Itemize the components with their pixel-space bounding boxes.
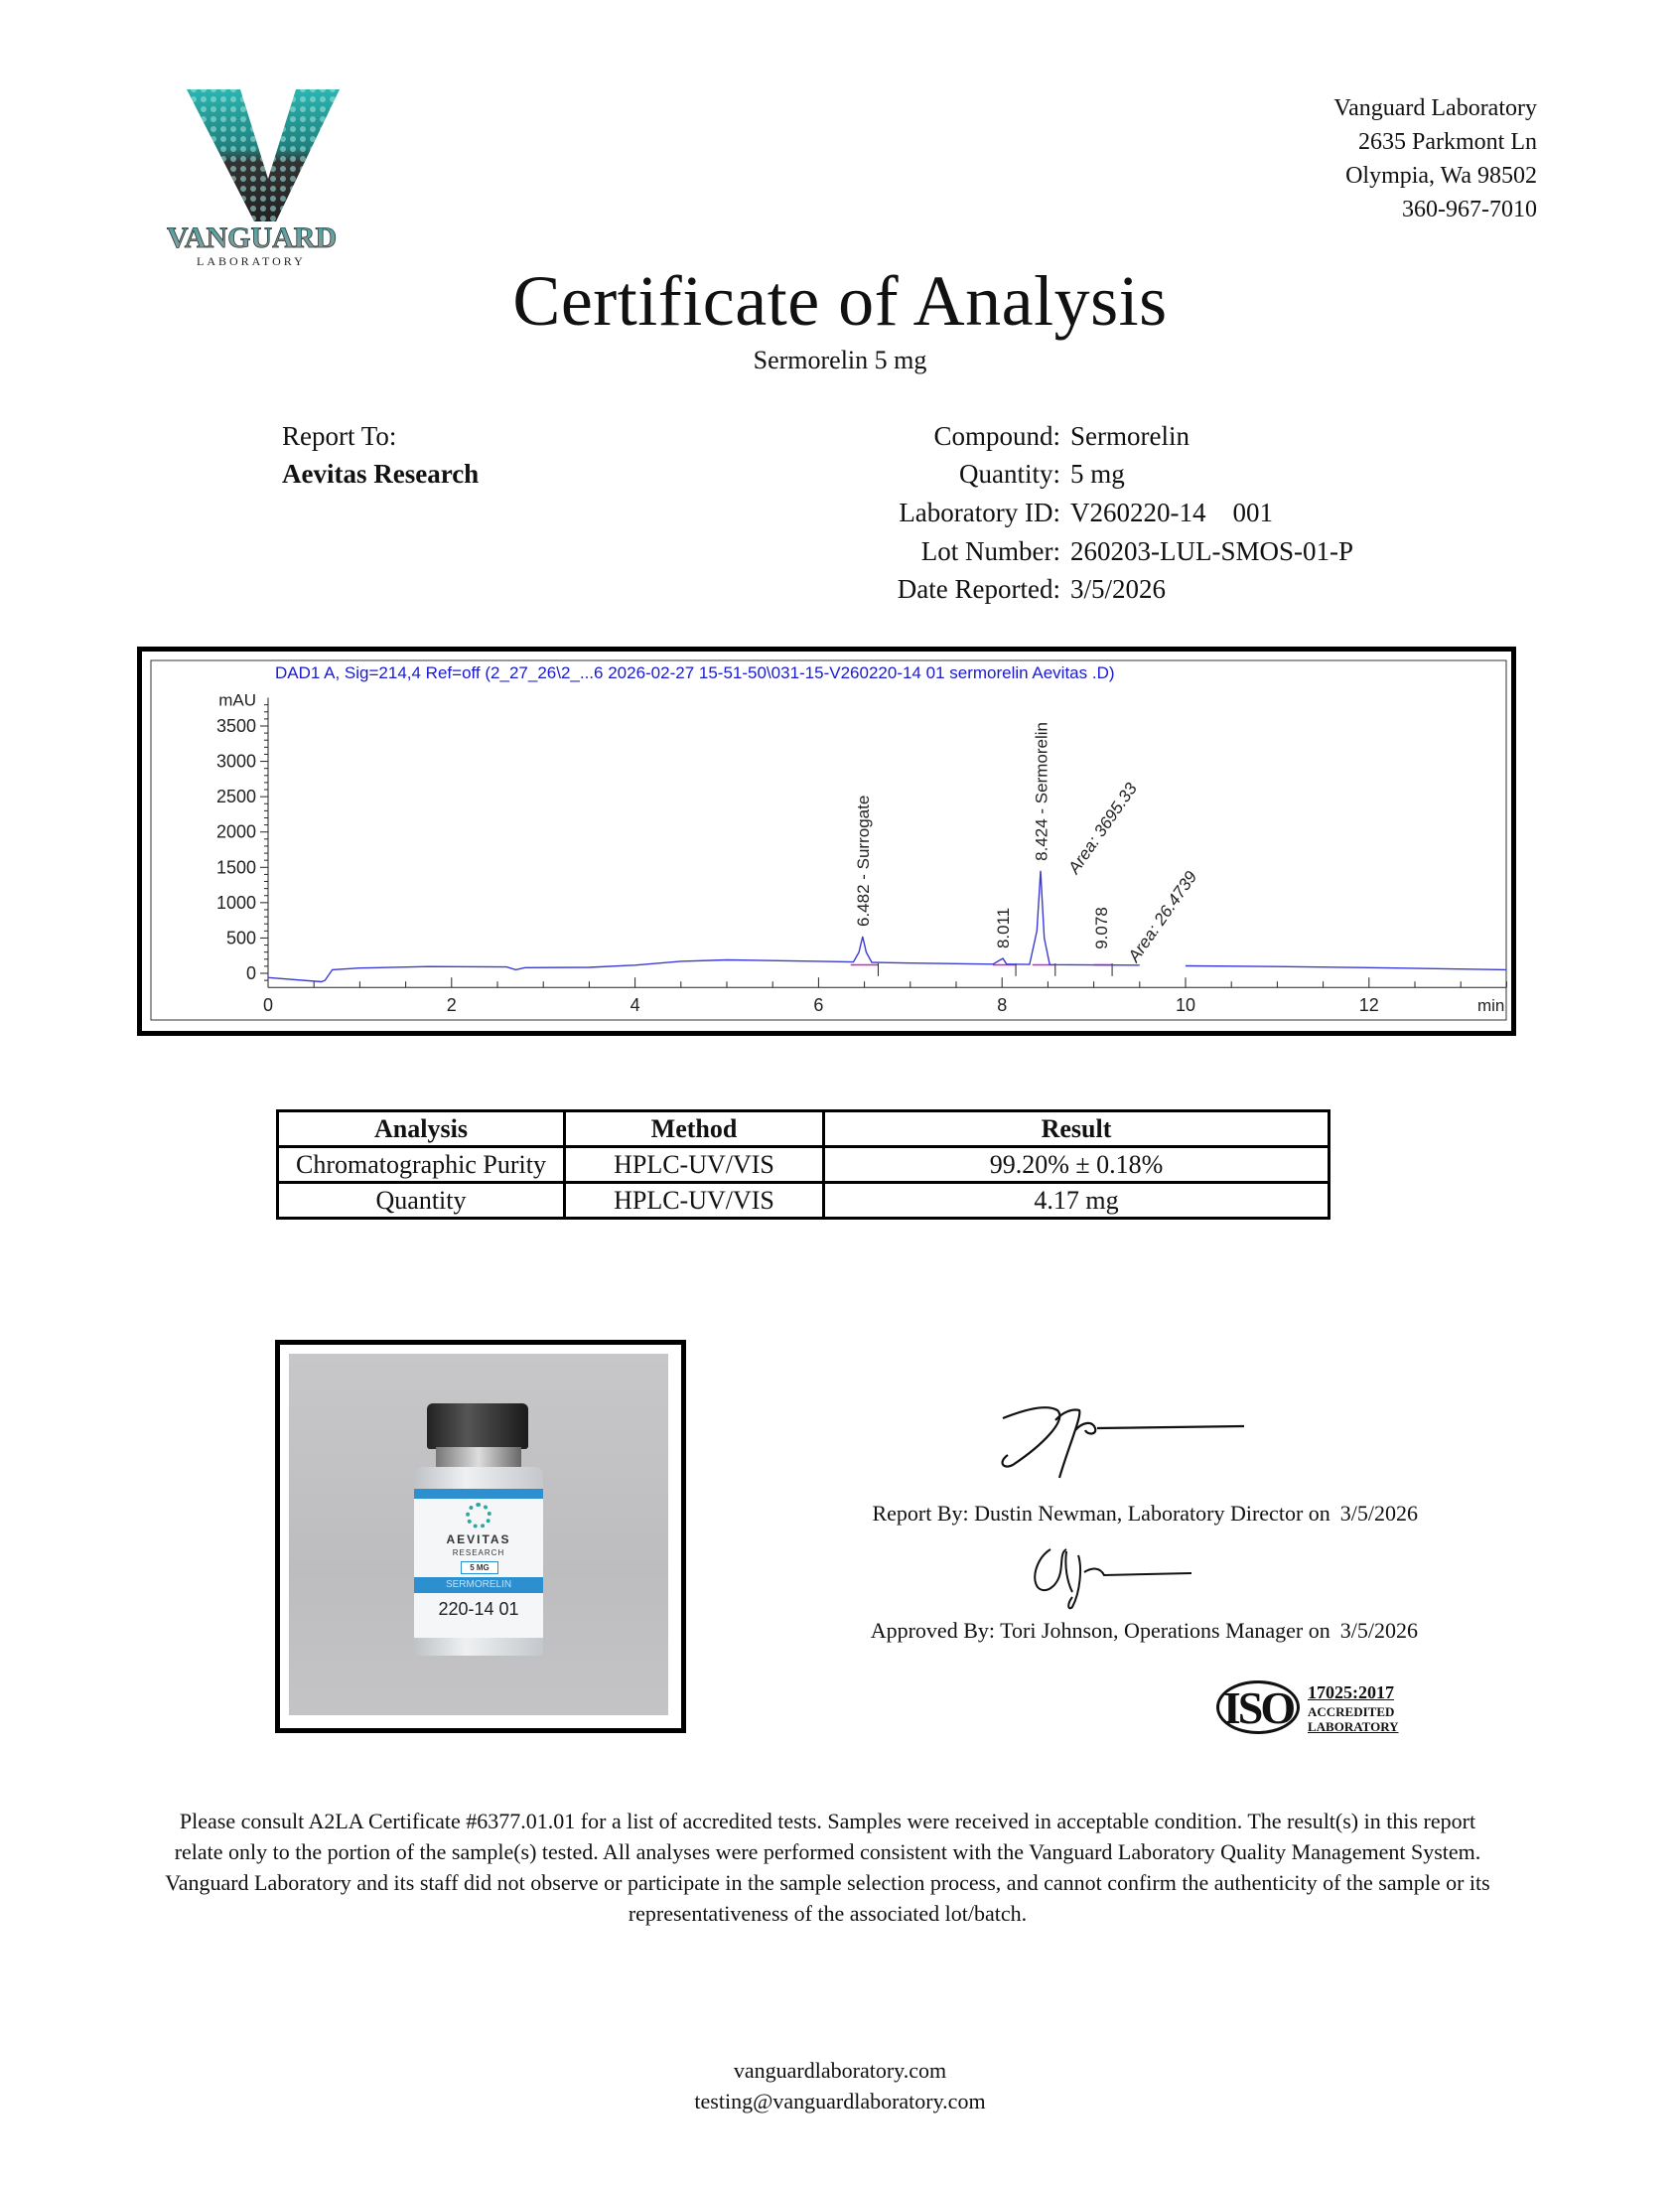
lab-name: Vanguard Laboratory	[1333, 95, 1537, 121]
aevitas-logo-icon	[466, 1503, 491, 1529]
lab-city: Olympia, Wa 98502	[1345, 163, 1537, 189]
iso-accredited: ACCREDITED	[1308, 1704, 1395, 1719]
approved-by-text: Approved By: Tori Johnson, Operations Ma…	[870, 1618, 1330, 1643]
y-tick-label: 3500	[216, 716, 256, 736]
method-cell: HPLC-UV/VIS	[563, 1145, 825, 1184]
y-tick-label: 1500	[216, 857, 256, 877]
lab-address: Vanguard Laboratory 2635 Parkmont Ln Oly…	[1333, 91, 1537, 226]
vial-brand-sub: RESEARCH	[452, 1548, 505, 1557]
table-row: Chromatographic Purity HPLC-UV/VIS 99.20…	[276, 1145, 1330, 1184]
results-table: Analysis Method Result Chromatographic P…	[276, 1109, 1330, 1220]
peak-label: 9.078	[1092, 907, 1111, 949]
y-tick-label: 2500	[216, 787, 256, 806]
report-to-name: Aevitas Research	[282, 459, 480, 489]
sample-photo-frame: AEVITAS RESEARCH 5 MG SERMORELIN 220-14 …	[275, 1340, 686, 1733]
chromatogram: DAD1 A, Sig=214,4 Ref=off (2_27_26\2_...…	[137, 647, 1516, 1036]
x-tick-label: 6	[813, 995, 823, 1015]
table-row: Quantity HPLC-UV/VIS 4.17 mg	[276, 1181, 1330, 1220]
header-method: Method	[563, 1109, 825, 1148]
y-axis-label: mAU	[218, 691, 256, 710]
x-tick-label: 4	[630, 995, 640, 1015]
result-cell: 4.17 mg	[822, 1181, 1330, 1220]
peak-label: 8.424 - Sermorelin	[1032, 722, 1050, 861]
peak-area-label: Area: 26.4739	[1124, 867, 1201, 966]
iso-globe-icon	[1216, 1680, 1300, 1734]
x-tick-label: 0	[263, 995, 273, 1015]
table-header-row: Analysis Method Result	[276, 1109, 1330, 1148]
x-tick-label: 2	[447, 995, 457, 1015]
lot-number-value: 260203-LUL-SMOS-01-P	[1070, 536, 1354, 566]
approved-by-line: Approved By: Tori Johnson, Operations Ma…	[871, 1618, 1418, 1644]
vial-cap	[427, 1403, 528, 1449]
sample-vial-photo: AEVITAS RESEARCH 5 MG SERMORELIN 220-14 …	[289, 1354, 668, 1715]
compound-label: Compound:	[933, 421, 1060, 451]
date-reported-value: 3/5/2026	[1070, 574, 1167, 604]
y-tick-label: 500	[226, 928, 256, 947]
vial-dose: 5 MG	[461, 1561, 498, 1574]
page-title: Certificate of Analysis	[512, 261, 1168, 341]
vanguard-logo: VANGUARD LABORATORY	[159, 84, 372, 268]
approved-by-date: 3/5/2026	[1339, 1618, 1418, 1643]
lab-street: 2635 Parkmont Ln	[1358, 129, 1537, 155]
quantity-value: 5 mg	[1070, 459, 1125, 489]
manager-signature-icon	[1034, 1548, 1192, 1610]
iso-laboratory: LABORATORY	[1308, 1719, 1399, 1734]
x-tick-label: 8	[997, 995, 1007, 1015]
sample-details: Compound: Sermorelin Quantity: 5 mg Labo…	[0, 421, 1680, 620]
header-analysis: Analysis	[276, 1109, 566, 1148]
x-axis-label: min	[1477, 996, 1504, 1015]
lab-id-value: V260220-14 001	[1070, 498, 1273, 527]
y-tick-label: 2000	[216, 822, 256, 842]
lab-phone: 360-967-7010	[1402, 197, 1537, 222]
page-subtitle: Sermorelin 5 mg	[753, 346, 927, 374]
chart-title: DAD1 A, Sig=214,4 Ref=off (2_27_26\2_...…	[275, 663, 1115, 682]
iso-text: ACCREDITED LABORATORY	[1308, 1704, 1399, 1734]
report-by-line: Report By: Dustin Newman, Laboratory Dir…	[872, 1501, 1418, 1527]
report-to-label: Report To:	[282, 421, 397, 451]
iso-accreditation-badge: ISO 17025:2017 ACCREDITED LABORATORY	[1216, 1678, 1425, 1740]
date-reported-label: Date Reported:	[897, 574, 1060, 604]
vial-brand: AEVITAS	[446, 1532, 511, 1546]
y-tick-label: 0	[246, 963, 256, 983]
svg-text:VANGUARD: VANGUARD	[167, 221, 337, 254]
method-cell: HPLC-UV/VIS	[563, 1181, 825, 1220]
chromatogram-trace-1	[267, 870, 1140, 983]
svg-text:LABORATORY: LABORATORY	[197, 254, 306, 268]
quantity-label: Quantity:	[959, 459, 1060, 489]
header-result: Result	[822, 1109, 1330, 1148]
peak-area-label: Area: 3695.33	[1064, 779, 1142, 878]
lot-number-label: Lot Number:	[920, 536, 1060, 566]
chromatogram-trace-2	[1185, 964, 1507, 971]
report-by-text: Report By: Dustin Newman, Laboratory Dir…	[872, 1501, 1330, 1526]
result-cell: 99.20% ± 0.18%	[822, 1145, 1330, 1184]
plot-frame	[150, 659, 1507, 1021]
vial-label: AEVITAS RESEARCH 5 MG SERMORELIN 220-14 …	[414, 1489, 543, 1638]
director-signature-icon	[1001, 1406, 1245, 1479]
analysis-cell: Quantity	[276, 1181, 566, 1220]
analysis-cell: Chromatographic Purity	[276, 1145, 566, 1184]
y-tick-label: 1000	[216, 893, 256, 913]
vial-neck	[436, 1447, 521, 1469]
vial-product: SERMORELIN	[414, 1577, 543, 1593]
website-link[interactable]: vanguardlaboratory.com	[733, 2058, 947, 2083]
iso-standard: 17025:2017	[1308, 1682, 1394, 1702]
disclaimer-text: Please consult A2LA Certificate #6377.01…	[165, 1809, 1490, 1926]
vanguard-v-logo-icon: VANGUARD LABORATORY	[167, 89, 340, 268]
compound-value: Sermorelin	[1070, 421, 1190, 451]
chromatogram-plot: DAD1 A, Sig=214,4 Ref=off (2_27_26\2_...…	[150, 659, 1507, 1021]
x-tick-label: 10	[1176, 995, 1195, 1015]
vial-body: AEVITAS RESEARCH 5 MG SERMORELIN 220-14 …	[414, 1467, 543, 1656]
email-link[interactable]: testing@vanguardlaboratory.com	[694, 2089, 986, 2113]
peak-label: 6.482 - Surrogate	[854, 796, 873, 927]
y-tick-label: 3000	[216, 752, 256, 772]
lab-id-label: Laboratory ID:	[899, 498, 1060, 527]
iso-mark: ISO	[1222, 1682, 1296, 1733]
x-tick-label: 12	[1359, 995, 1379, 1015]
report-by-date: 3/5/2026	[1339, 1501, 1418, 1526]
vial-id: 220-14 01	[438, 1599, 519, 1619]
peak-label: 8.011	[994, 908, 1013, 948]
